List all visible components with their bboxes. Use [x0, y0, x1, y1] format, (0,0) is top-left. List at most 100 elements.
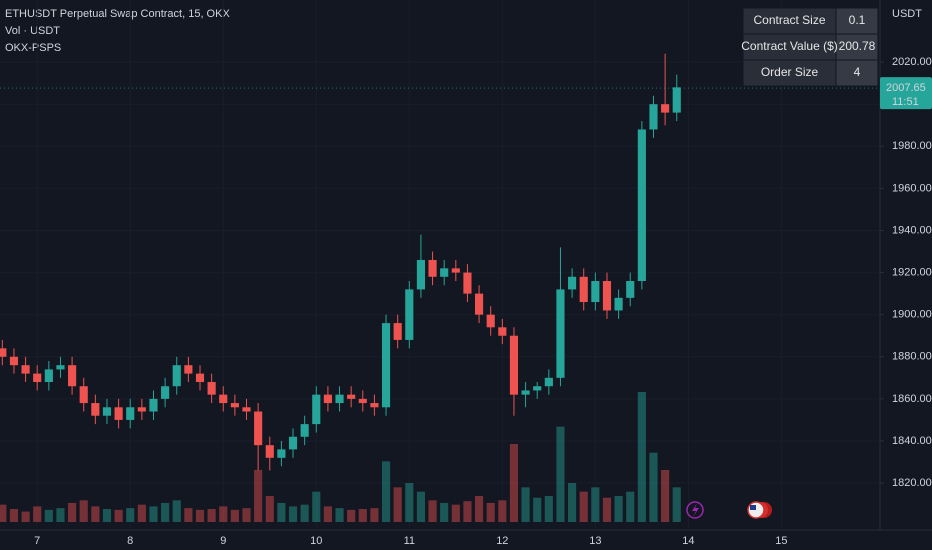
candle-body — [556, 289, 565, 378]
candle-body — [533, 386, 542, 391]
candle-body — [300, 424, 309, 437]
candle-body — [579, 276, 588, 303]
y-tick-label: 1960.00 — [892, 182, 932, 194]
axis-unit: USDT — [892, 8, 922, 20]
volume-bar — [579, 491, 588, 522]
y-tick-label: 1860.00 — [892, 393, 932, 405]
y-tick-label: 1880.00 — [892, 351, 932, 363]
volume-bar — [405, 483, 414, 522]
candle-body — [56, 365, 65, 370]
y-tick-label: 1980.00 — [892, 140, 932, 152]
volume-bar — [463, 501, 472, 522]
volume-bar — [242, 508, 251, 522]
candle-body — [626, 280, 635, 298]
countdown-label: 11:51 — [892, 96, 919, 108]
volume-bar — [591, 487, 600, 522]
volume-bar — [498, 500, 507, 522]
volume-bar — [207, 509, 216, 522]
candle-body — [370, 403, 379, 408]
volume-bar — [161, 502, 170, 522]
candle-body — [44, 369, 53, 383]
indicator-label: OKX-PSPS — [5, 42, 61, 54]
x-tick-label: 11 — [404, 535, 415, 547]
candle-body — [126, 407, 135, 420]
candle-body — [21, 365, 30, 374]
volume-bar — [428, 500, 437, 522]
candle-body — [68, 365, 77, 387]
candle-body — [544, 377, 553, 387]
candle-body — [277, 449, 286, 458]
candle-body — [265, 445, 274, 458]
volume-bar — [335, 508, 344, 522]
volume-bar — [79, 500, 88, 522]
flag-canton — [750, 505, 756, 510]
y-tick-label: 1940.00 — [892, 224, 932, 236]
candle-body — [602, 280, 612, 311]
candle-body — [672, 87, 681, 113]
table-value: 0.1 — [849, 13, 866, 27]
y-tick-label: 2020.00 — [892, 56, 932, 68]
table-cell — [835, 7, 879, 35]
table-key: Order Size — [761, 65, 819, 79]
volume-bar — [323, 506, 332, 522]
x-tick-label: 7 — [34, 535, 40, 547]
candle-body — [347, 394, 356, 399]
volume-bar — [9, 509, 19, 522]
candle-body — [102, 407, 112, 416]
volume-bar — [358, 509, 367, 522]
volume-bar — [556, 426, 565, 522]
candle-body — [568, 276, 577, 290]
table-value: 200.78 — [839, 39, 876, 53]
x-tick-label: 10 — [310, 535, 322, 547]
candle-body — [184, 365, 193, 374]
y-tick-label: 1840.00 — [892, 435, 932, 447]
x-tick-label: 15 — [775, 535, 787, 547]
volume-bar — [126, 508, 135, 522]
volume-bar — [475, 496, 484, 522]
candle-body — [230, 403, 239, 408]
candle-body — [91, 403, 100, 416]
volume-bar — [195, 509, 205, 522]
volume-bar — [149, 506, 158, 522]
table-key: Contract Value ($) — [741, 39, 838, 53]
volume-bar — [568, 483, 577, 522]
candle-body — [161, 386, 170, 399]
x-tick-label: 9 — [220, 535, 226, 547]
volume-bar — [172, 500, 181, 522]
x-tick-label: 8 — [127, 535, 133, 547]
volume-bar — [347, 509, 356, 522]
candle-body — [358, 398, 367, 404]
volume-bar — [440, 502, 449, 522]
volume-bar — [312, 491, 321, 522]
volume-bar — [451, 504, 460, 522]
candle-body — [405, 289, 414, 340]
candle-body — [486, 314, 495, 328]
volume-bar — [486, 502, 495, 522]
candle-body — [440, 268, 449, 277]
lightning-glyph — [692, 503, 699, 517]
volume-bar — [544, 496, 553, 522]
candle-body — [428, 259, 437, 277]
candle-body — [195, 373, 205, 383]
y-tick-label: 1920.00 — [892, 266, 932, 278]
last-price-label: 2007.65 — [886, 82, 926, 94]
candle-body — [463, 272, 472, 294]
volume-bar — [509, 444, 519, 522]
volume-bar — [300, 504, 309, 522]
x-tick-label: 12 — [496, 535, 508, 547]
candle-body — [312, 394, 321, 425]
candle-body — [288, 436, 298, 450]
volume-bar — [602, 497, 612, 522]
candle-body — [149, 398, 158, 412]
chart-title: ETHUSDT Perpetual Swap Contract, 15, OKX — [5, 8, 230, 20]
volume-bar — [370, 508, 379, 522]
candle-body — [509, 335, 519, 395]
table-cell — [835, 33, 879, 61]
candle-body — [591, 280, 600, 303]
candle-body — [335, 394, 344, 404]
last-price-box — [880, 77, 932, 110]
table-key: Contract Size — [753, 13, 825, 27]
candle-body — [521, 390, 530, 395]
volume-bar — [102, 509, 112, 522]
volume-label: Vol · USDT — [5, 25, 60, 37]
